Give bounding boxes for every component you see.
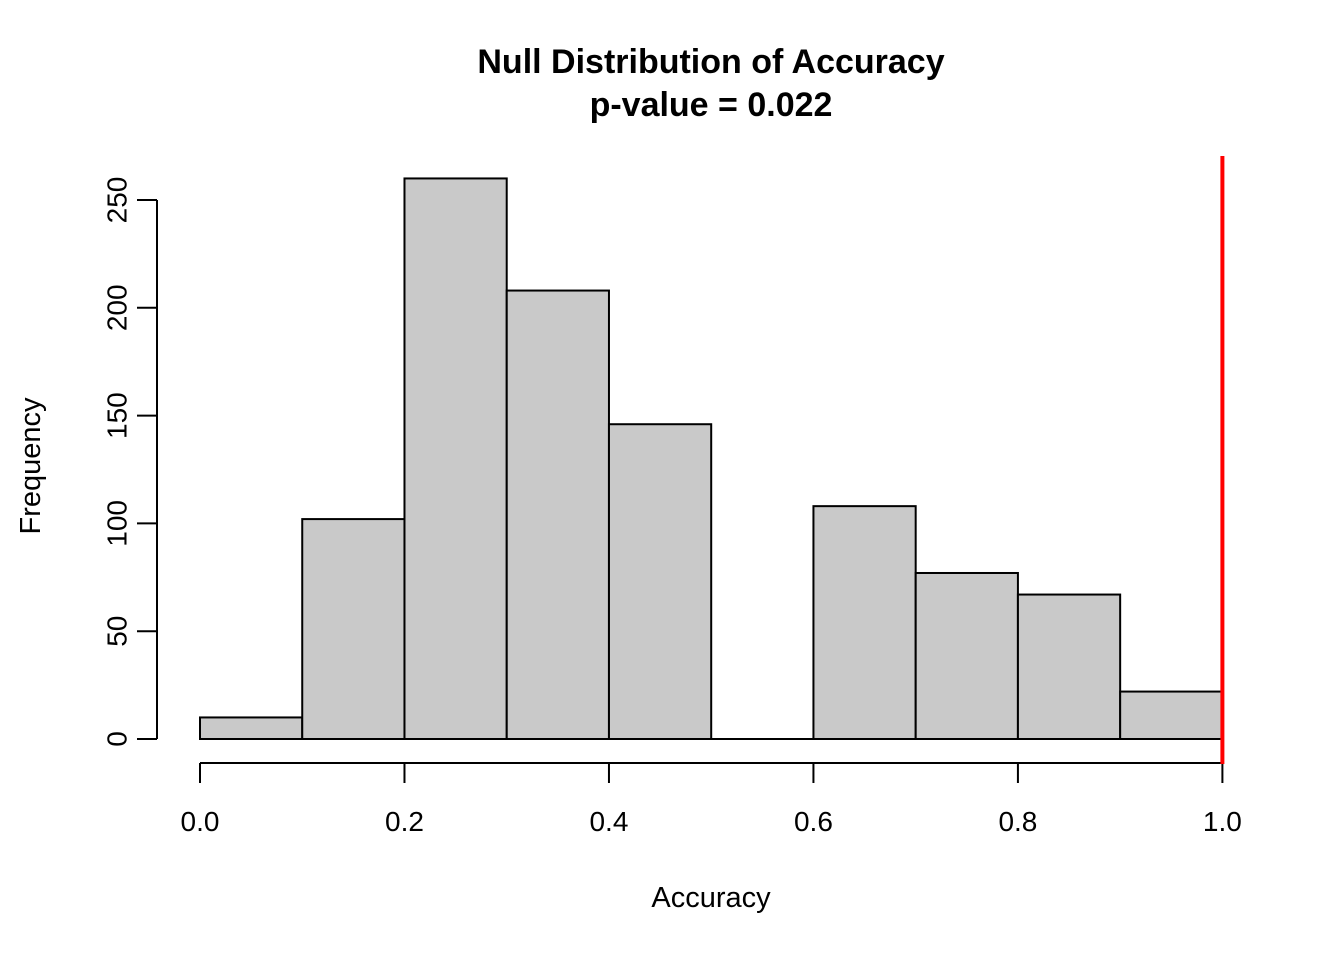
y-tick-label: 200 <box>102 284 133 331</box>
y-tick-label: 0 <box>102 731 133 747</box>
x-tick-label: 0.4 <box>589 806 628 837</box>
histogram-bar <box>403 177 508 740</box>
y-tick-label: 250 <box>102 177 133 224</box>
y-tick-label: 100 <box>102 500 133 547</box>
y-tick-label: 50 <box>102 616 133 647</box>
chart-subtitle: p-value = 0.022 <box>590 86 833 124</box>
histogram-bar <box>301 518 406 741</box>
x-axis: 0.0 0.2 0.4 0.6 0.8 1.0 <box>181 762 1242 837</box>
histogram-bar <box>1016 593 1122 740</box>
histogram-bar <box>1119 690 1224 740</box>
histogram-bar <box>505 289 610 740</box>
histogram-bar <box>199 716 304 741</box>
histogram-bar <box>914 571 1019 740</box>
x-tick-label: 0.0 <box>181 806 220 837</box>
chart-title: Null Distribution of Accuracy <box>477 43 944 81</box>
y-tick-label: 150 <box>102 392 133 439</box>
histogram-bar <box>607 423 713 740</box>
y-axis-label: Frequency <box>15 397 47 535</box>
x-axis-label: Accuracy <box>651 882 771 914</box>
histogram-bars <box>199 177 1224 741</box>
histogram-bar <box>812 505 917 741</box>
x-tick-label: 0.8 <box>998 806 1037 837</box>
x-tick-label: 1.0 <box>1203 806 1242 837</box>
x-tick-label: 0.6 <box>794 806 833 837</box>
x-tick-label: 0.2 <box>385 806 424 837</box>
y-axis: 0 50 100 150 200 250 <box>102 177 158 747</box>
